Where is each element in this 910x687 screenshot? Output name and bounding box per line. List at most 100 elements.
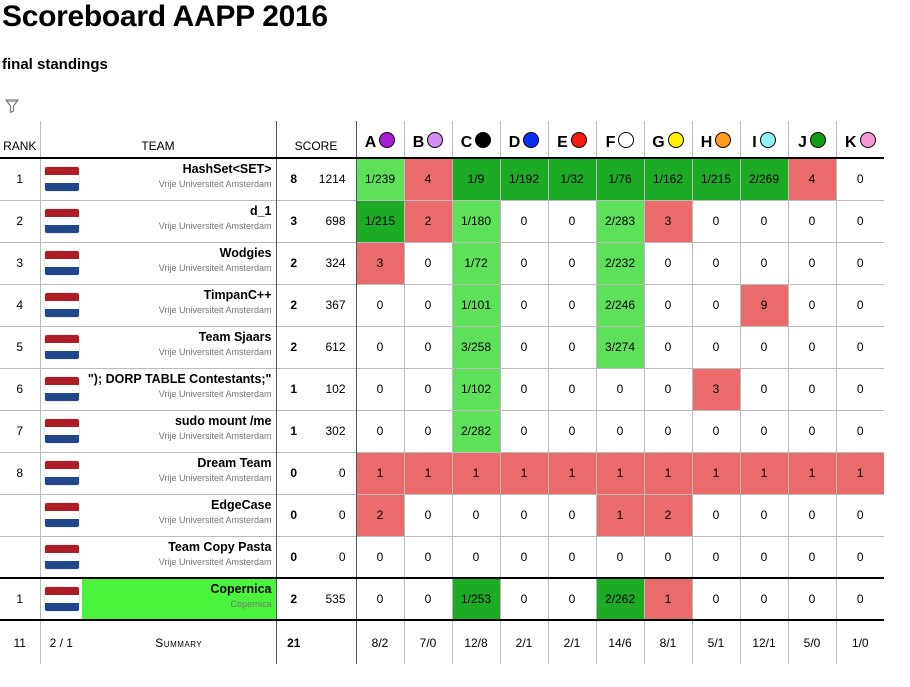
problem-cell[interactable]: 0 — [739, 577, 788, 620]
problem-cell[interactable]: 0 — [499, 493, 548, 536]
problem-cell[interactable]: 0 — [499, 325, 548, 368]
problem-cell[interactable]: 0 — [547, 577, 596, 620]
problem-cell[interactable]: 1 — [451, 451, 500, 494]
problem-cell[interactable]: 0 — [835, 493, 884, 536]
table-row[interactable]: 1 HashSet<SET> Vrije Universiteit Amsterda… — [0, 157, 884, 200]
problem-header-i[interactable]: I — [739, 121, 788, 158]
table-row[interactable]: 4 TimpanC++ Vrije Universiteit Amsterdam 2 3… — [0, 283, 884, 326]
problem-cell[interactable]: 1/76 — [595, 157, 644, 200]
problem-cell[interactable]: 3 — [355, 241, 404, 284]
problem-cell[interactable]: 0 — [835, 367, 884, 410]
problem-cell[interactable]: 0 — [499, 577, 548, 620]
problem-cell[interactable]: 0 — [355, 367, 404, 410]
problem-cell[interactable]: 3 — [643, 199, 692, 242]
team-name[interactable]: Copernica — [210, 582, 272, 596]
problem-cell[interactable]: 0 — [835, 535, 884, 578]
problem-cell[interactable]: 0 — [595, 367, 644, 410]
problem-cell[interactable]: 0 — [739, 535, 788, 578]
problem-cell[interactable]: 2/283 — [595, 199, 644, 242]
problem-cell[interactable]: 0 — [643, 367, 692, 410]
problem-cell[interactable]: 1/239 — [355, 157, 404, 200]
problem-cell[interactable]: 0 — [739, 367, 788, 410]
problem-cell[interactable]: 0 — [739, 325, 788, 368]
problem-cell[interactable]: 0 — [835, 157, 884, 200]
problem-cell[interactable]: 0 — [739, 199, 788, 242]
problem-cell[interactable]: 1/101 — [451, 283, 500, 326]
problem-cell[interactable]: 2/232 — [595, 241, 644, 284]
problem-cell[interactable]: 1 — [643, 451, 692, 494]
problem-cell[interactable]: 1 — [595, 451, 644, 494]
problem-cell[interactable]: 0 — [835, 283, 884, 326]
problem-cell[interactable]: 0 — [691, 241, 740, 284]
problem-cell[interactable]: 3/274 — [595, 325, 644, 368]
problem-cell[interactable]: 0 — [355, 577, 404, 620]
table-row[interactable]: 1 Copernica Copernica 2 535 0 0 1/253 0 0 2/262 1 0 0… — [0, 577, 884, 620]
team-name-cell[interactable]: Dream Team Vrije Universiteit Amsterdam — [82, 451, 276, 494]
problem-header-d[interactable]: D — [499, 121, 548, 158]
problem-cell[interactable]: 0 — [547, 493, 596, 536]
filter-icon[interactable] — [4, 98, 20, 114]
problem-header-f[interactable]: F — [595, 121, 644, 158]
problem-cell[interactable]: 1 — [355, 451, 404, 494]
problem-cell[interactable]: 3 — [691, 367, 740, 410]
problem-cell[interactable]: 0 — [451, 493, 500, 536]
problem-cell[interactable]: 0 — [787, 241, 836, 284]
problem-header-h[interactable]: H — [691, 121, 740, 158]
problem-cell[interactable]: 1 — [787, 451, 836, 494]
problem-cell[interactable]: 0 — [499, 283, 548, 326]
problem-cell[interactable]: 0 — [787, 325, 836, 368]
problem-cell[interactable]: 0 — [643, 409, 692, 452]
problem-cell[interactable]: 0 — [835, 241, 884, 284]
problem-header-e[interactable]: E — [547, 121, 596, 158]
problem-cell[interactable]: 1 — [547, 451, 596, 494]
table-row[interactable]: 7 sudo mount /me Vrije Universiteit Amster… — [0, 409, 884, 452]
problem-cell[interactable]: 9 — [739, 283, 788, 326]
problem-cell[interactable]: 1/180 — [451, 199, 500, 242]
problem-header-a[interactable]: A — [355, 121, 404, 158]
problem-cell[interactable]: 0 — [787, 535, 836, 578]
problem-header-j[interactable]: J — [787, 121, 836, 158]
problem-cell[interactable]: 0 — [403, 241, 452, 284]
problem-cell[interactable]: 4 — [787, 157, 836, 200]
problem-cell[interactable]: 0 — [595, 535, 644, 578]
team-name[interactable]: EdgeCase — [211, 497, 272, 512]
problem-cell[interactable]: 0 — [643, 283, 692, 326]
problem-cell[interactable]: 1/162 — [643, 157, 692, 200]
problem-cell[interactable]: 0 — [403, 493, 452, 536]
problem-cell[interactable]: 0 — [547, 283, 596, 326]
team-name[interactable]: Wodgies — [219, 245, 272, 260]
problem-cell[interactable]: 0 — [787, 493, 836, 536]
problem-cell[interactable]: 0 — [547, 535, 596, 578]
team-name[interactable]: Team Copy Pasta — [168, 539, 272, 554]
problem-cell[interactable]: 1/32 — [547, 157, 596, 200]
problem-cell[interactable]: 1/253 — [451, 577, 500, 620]
team-name-cell[interactable]: HashSet<SET> Vrije Universiteit Amsterdam — [82, 157, 276, 200]
problem-cell[interactable]: 0 — [403, 283, 452, 326]
problem-header-g[interactable]: G — [643, 121, 692, 158]
problem-cell[interactable]: 0 — [787, 409, 836, 452]
problem-cell[interactable]: 0 — [499, 241, 548, 284]
problem-cell[interactable]: 0 — [355, 535, 404, 578]
problem-cell[interactable]: 0 — [739, 493, 788, 536]
team-name-cell[interactable]: d_1 Vrije Universiteit Amsterdam — [82, 199, 276, 242]
problem-cell[interactable]: 1/215 — [355, 199, 404, 242]
problem-cell[interactable]: 0 — [691, 325, 740, 368]
problem-cell[interactable]: 0 — [691, 283, 740, 326]
problem-cell[interactable]: 4 — [403, 157, 452, 200]
team-name-cell[interactable]: Copernica Copernica — [82, 577, 276, 620]
team-name-cell[interactable]: TimpanC++ Vrije Universiteit Amsterdam — [82, 283, 276, 326]
team-name[interactable]: TimpanC++ — [203, 287, 272, 302]
problem-cell[interactable]: 2 — [403, 199, 452, 242]
problem-cell[interactable]: 0 — [403, 325, 452, 368]
team-name[interactable]: Team Sjaars — [198, 329, 272, 344]
problem-header-k[interactable]: K — [835, 121, 884, 158]
problem-cell[interactable]: 0 — [835, 409, 884, 452]
problem-cell[interactable]: 0 — [547, 241, 596, 284]
problem-cell[interactable]: 0 — [787, 577, 836, 620]
problem-cell[interactable]: 1 — [643, 577, 692, 620]
problem-cell[interactable]: 3/258 — [451, 325, 500, 368]
team-name[interactable]: sudo mount /me — [174, 413, 272, 428]
problem-cell[interactable]: 1 — [595, 493, 644, 536]
problem-cell[interactable]: 0 — [355, 325, 404, 368]
problem-cell[interactable]: 0 — [691, 535, 740, 578]
